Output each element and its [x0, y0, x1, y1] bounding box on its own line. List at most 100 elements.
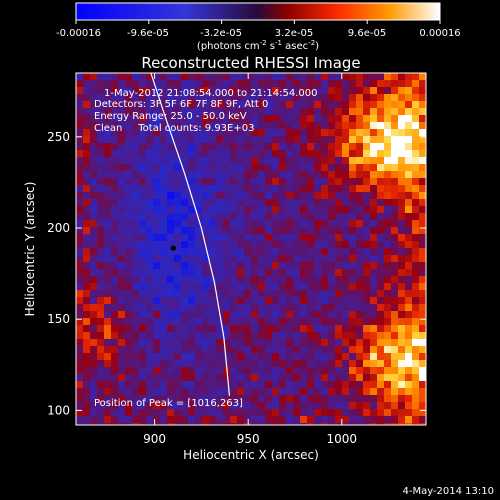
heatmap-cell: [342, 185, 350, 193]
heatmap-cell: [90, 409, 98, 417]
heatmap-cell: [328, 150, 336, 158]
heatmap-cell: [342, 115, 350, 123]
heatmap-cell: [419, 108, 426, 116]
heatmap-cell: [286, 87, 294, 95]
heatmap-cell: [258, 388, 266, 396]
heatmap-cell: [188, 262, 196, 270]
heatmap-cell: [209, 325, 217, 333]
heatmap-cell: [286, 283, 294, 291]
heatmap-cell: [118, 290, 126, 298]
heatmap-cell: [216, 220, 224, 228]
heatmap-cell: [293, 115, 301, 123]
heatmap-cell: [307, 339, 315, 347]
heatmap-cell: [195, 108, 203, 116]
heatmap-cell: [412, 283, 420, 291]
heatmap-cell: [223, 374, 231, 382]
heatmap-cell: [188, 248, 196, 256]
heatmap-cell: [265, 388, 273, 396]
heatmap-cell: [391, 318, 399, 326]
heatmap-cell: [398, 339, 406, 347]
heatmap-cell: [139, 199, 147, 207]
heatmap-cell: [279, 115, 287, 123]
heatmap-cell: [153, 73, 161, 81]
colorbar-tick-label: -3.2e-05: [200, 28, 242, 39]
heatmap-cell: [342, 199, 350, 207]
heatmap-cell: [230, 206, 238, 214]
heatmap-cell: [321, 234, 329, 242]
heatmap-cell: [384, 255, 392, 263]
heatmap-cell: [300, 325, 308, 333]
heatmap-cell: [244, 157, 252, 165]
heatmap-cell: [111, 304, 119, 312]
heatmap-cell: [272, 87, 280, 95]
heatmap-cell: [412, 367, 420, 375]
heatmap-cell: [398, 262, 406, 270]
heatmap-cell: [230, 346, 238, 354]
heatmap-cell: [356, 122, 364, 130]
heatmap-cell: [146, 269, 154, 277]
heatmap-cell: [286, 269, 294, 277]
heatmap-cell: [195, 311, 203, 319]
heatmap-cell: [237, 150, 245, 158]
heatmap-cell: [209, 276, 217, 284]
heatmap-cell: [195, 234, 203, 242]
heatmap-cell: [118, 381, 126, 389]
heatmap-cell: [328, 283, 336, 291]
heatmap-cell: [293, 262, 301, 270]
heatmap-cell: [230, 122, 238, 130]
heatmap-cell: [223, 381, 231, 389]
heatmap-cell: [230, 108, 238, 116]
heatmap-cell: [230, 416, 238, 424]
heatmap-cell: [391, 367, 399, 375]
heatmap-cell: [209, 395, 217, 403]
heatmap-cell: [76, 297, 84, 305]
heatmap-cell: [188, 346, 196, 354]
heatmap-cell: [314, 87, 322, 95]
heatmap-cell: [209, 409, 217, 417]
heatmap-cell: [251, 297, 259, 305]
heatmap-cell: [300, 143, 308, 151]
heatmap-cell: [272, 276, 280, 284]
heatmap-cell: [111, 122, 119, 130]
heatmap-cell: [181, 360, 189, 368]
heatmap-cell: [139, 276, 147, 284]
heatmap-cell: [111, 248, 119, 256]
heatmap-cell: [293, 276, 301, 284]
heatmap-cell: [272, 297, 280, 305]
heatmap-cell: [335, 290, 343, 298]
heatmap-cell: [335, 150, 343, 158]
heatmap-cell: [76, 248, 84, 256]
heatmap-cell: [265, 367, 273, 375]
heatmap-cell: [111, 325, 119, 333]
heatmap-cell: [125, 87, 133, 95]
heatmap-cell: [237, 262, 245, 270]
heatmap-cell: [223, 199, 231, 207]
heatmap-cell: [405, 346, 413, 354]
heatmap-cell: [293, 234, 301, 242]
heatmap-cell: [419, 374, 426, 382]
heatmap-cell: [125, 332, 133, 340]
heatmap-cell: [293, 143, 301, 151]
heatmap-cell: [216, 290, 224, 298]
heatmap-cell: [83, 150, 91, 158]
heatmap-cell: [307, 332, 315, 340]
heatmap-cell: [202, 367, 210, 375]
heatmap-cell: [195, 339, 203, 347]
heatmap-cell: [90, 220, 98, 228]
heatmap-cell: [321, 304, 329, 312]
heatmap-cell: [174, 143, 182, 151]
heatmap-cell: [349, 234, 357, 242]
heatmap-cell: [97, 80, 105, 88]
heatmap-cell: [244, 234, 252, 242]
heatmap-cell: [251, 101, 259, 109]
heatmap-cell: [405, 360, 413, 368]
heatmap-cell: [419, 318, 426, 326]
heatmap-cell: [335, 143, 343, 151]
heatmap-cell: [188, 87, 196, 95]
heatmap-cell: [370, 220, 378, 228]
heatmap-cell: [314, 276, 322, 284]
heatmap-cell: [139, 325, 147, 333]
heatmap-cell: [90, 381, 98, 389]
heatmap-cell: [419, 276, 426, 284]
heatmap-cell: [293, 304, 301, 312]
